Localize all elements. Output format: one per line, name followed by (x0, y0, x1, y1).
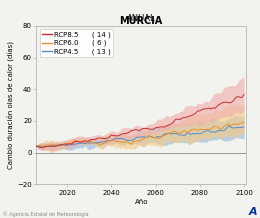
Title: MURCIA: MURCIA (120, 16, 163, 26)
Legend: RCP8.5      ( 14 ), RCP6.0      ( 6 ), RCP4.5      ( 13 ): RCP8.5 ( 14 ), RCP6.0 ( 6 ), RCP4.5 ( 13… (40, 29, 113, 57)
Text: © Agencia Estatal de Meteorología: © Agencia Estatal de Meteorología (3, 211, 88, 217)
Text: ANUAL: ANUAL (127, 14, 155, 23)
Y-axis label: Cambio duración olas de calor (días): Cambio duración olas de calor (días) (7, 41, 15, 169)
Text: A: A (249, 207, 257, 217)
X-axis label: Año: Año (134, 199, 148, 204)
